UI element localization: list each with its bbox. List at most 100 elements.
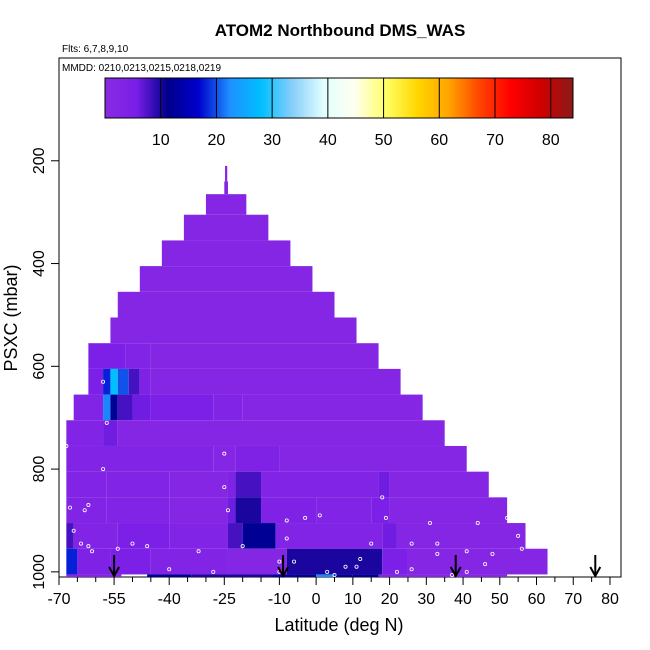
x-tick-label: -25: [213, 591, 236, 608]
observation-point: [343, 564, 348, 569]
heatmap-cell: [73, 394, 104, 421]
observation-point: [101, 467, 106, 472]
observation-point: [222, 451, 227, 456]
x-tick-label: 10: [344, 591, 362, 608]
x-tick-label: 80: [601, 591, 619, 608]
heatmap-cell: [77, 548, 111, 575]
heatmap-cell: [128, 368, 140, 395]
observation-point: [130, 541, 135, 546]
x-tick-label: 50: [491, 591, 509, 608]
observation-point: [284, 518, 289, 523]
heatmap-cell: [169, 497, 228, 524]
heatmap-cell: [88, 368, 104, 395]
heatmap-cell: [396, 523, 526, 549]
heatmap-cell: [235, 497, 262, 524]
heatmap-cell: [117, 523, 170, 549]
heatmap-cell: [382, 548, 408, 575]
observation-point: [86, 503, 91, 508]
flight-arrows: [108, 555, 602, 579]
y-tick-label: 400: [31, 250, 48, 277]
colorbar-tick-label: 40: [319, 132, 337, 149]
heatmap-cell: [334, 574, 353, 577]
observation-point: [354, 564, 359, 569]
heatmap-cell: [73, 523, 118, 549]
flight-arrow-head: [589, 566, 602, 579]
heatmap-cell: [139, 368, 151, 395]
flight-arrow-head: [277, 566, 289, 579]
heatmap-cell: [150, 548, 228, 575]
y-tick-label: 800: [31, 456, 48, 483]
heatmap-cell: [106, 471, 170, 498]
x-tick-label: 30: [417, 591, 435, 608]
y-tick-label: 600: [31, 353, 48, 380]
heatmap-cell: [334, 523, 383, 549]
heatmap-cell: [103, 368, 111, 395]
observation-point: [358, 557, 363, 562]
observation-point: [505, 515, 510, 520]
flights-label: Flts: 6,7,8,9,10: [62, 44, 129, 55]
y-axis-label: PSXC (mbar): [1, 264, 21, 371]
observation-point: [145, 544, 150, 549]
heatmap-cell: [352, 574, 379, 577]
observation-point: [435, 551, 440, 556]
observation-point: [325, 569, 330, 574]
observation-point: [284, 536, 289, 541]
colorbar-tick-label: 70: [486, 132, 504, 149]
colorbar-tick-label: 30: [263, 132, 281, 149]
x-tick-label: 40: [454, 591, 472, 608]
heatmap-cell: [150, 343, 379, 369]
observation-point: [222, 485, 227, 490]
heatmap-cell: [316, 574, 335, 577]
heatmap-cell: [225, 165, 228, 182]
y-tick-label: 1000: [31, 554, 48, 590]
heatmap-cell: [139, 266, 313, 292]
x-tick-label: -55: [103, 591, 126, 608]
heatmap-cell: [227, 497, 236, 524]
heatmap-cell: [66, 445, 214, 472]
observation-point: [383, 515, 388, 520]
heatmap-cell: [227, 471, 236, 498]
heatmap-cell: [286, 548, 383, 575]
heatmap-cell: [147, 574, 192, 577]
heatmap-cell: [103, 420, 118, 446]
heatmap-cell: [125, 343, 151, 369]
observation-point: [427, 521, 432, 526]
observation-point: [317, 513, 322, 518]
colorbar-tick-label: 10: [152, 132, 170, 149]
x-tick-label: -40: [158, 591, 181, 608]
y-axis: 200 400 600 800 1000: [31, 147, 59, 590]
heatmap-cell: [169, 471, 228, 498]
heatmap-cell: [66, 548, 78, 575]
heatmap-cell: [294, 574, 317, 577]
colorbar-tick-label: 50: [375, 132, 393, 149]
observation-point: [516, 533, 521, 538]
x-tick-label: 0: [312, 591, 321, 608]
heatmap-cell: [224, 181, 228, 195]
observation-point: [464, 549, 469, 554]
observation-points: [64, 379, 524, 578]
observation-point: [435, 541, 440, 546]
observation-point: [71, 528, 76, 533]
heatmap-cell: [169, 523, 228, 549]
chart-title: ATOM2 Northbound DMS_WAS: [215, 21, 466, 40]
observation-point: [409, 541, 414, 546]
observation-point: [277, 559, 282, 564]
heatmap-cell: [106, 497, 170, 524]
heatmap-cell: [261, 471, 379, 498]
heatmap-cell: [382, 523, 397, 549]
heatmap-cell: [316, 497, 372, 524]
flight-arrow-head: [108, 566, 120, 579]
heatmap-cell: [213, 445, 236, 472]
observation-point: [79, 541, 84, 546]
heatmap-cell: [389, 497, 508, 524]
x-tick-label: -10: [268, 591, 291, 608]
x-axis: -70 -55 -40 -25 -10 0 10 20 30 40 50 60 70 80: [47, 577, 619, 608]
heatmap-cell: [407, 548, 548, 575]
observation-point: [450, 573, 455, 578]
observation-point: [211, 569, 216, 574]
heatmap-cell: [205, 194, 247, 215]
observation-point: [86, 544, 91, 549]
heatmap-cells: [66, 165, 548, 577]
observation-point: [332, 573, 337, 578]
